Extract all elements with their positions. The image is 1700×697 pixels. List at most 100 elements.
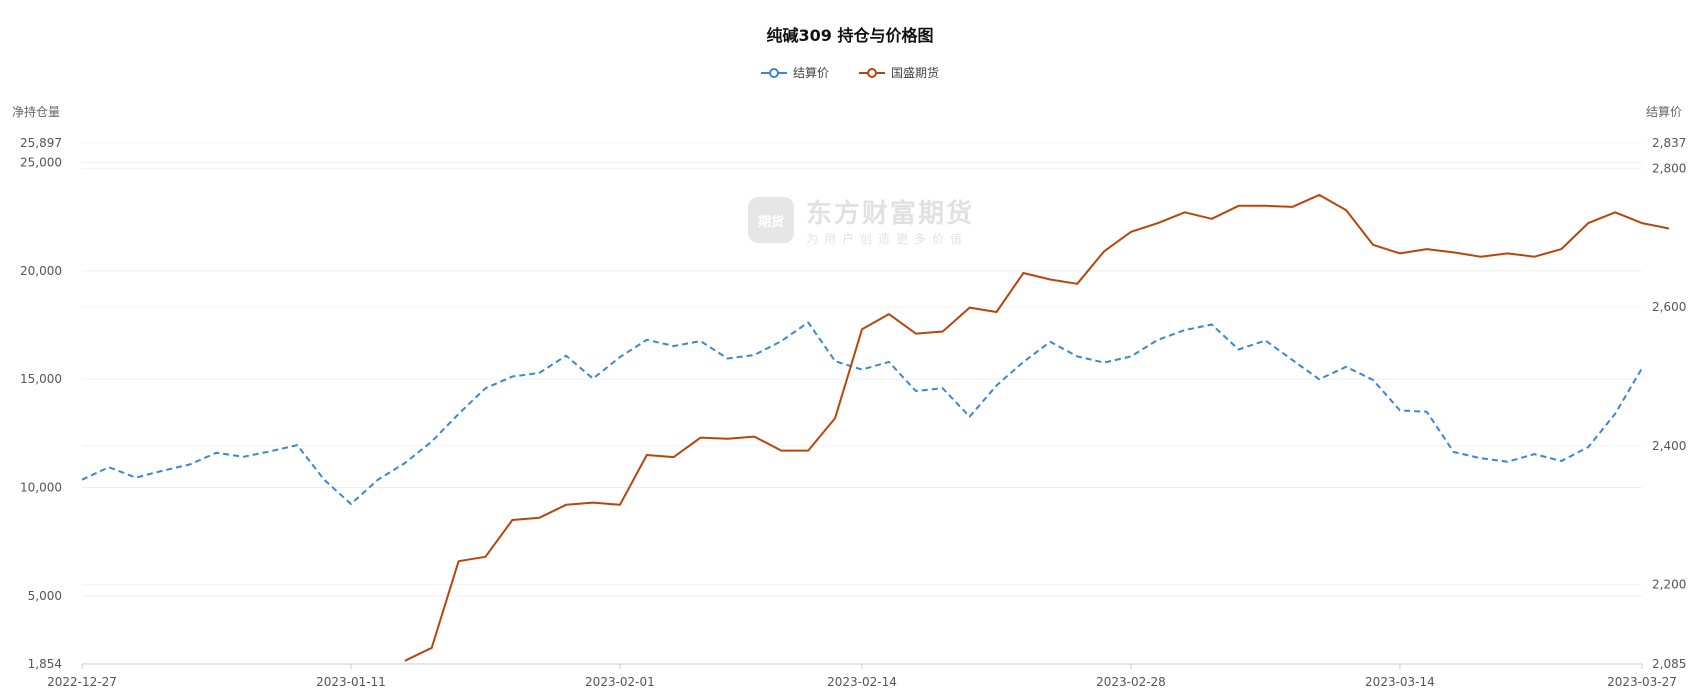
- series-0-point: [107, 465, 111, 469]
- left-tick-label: 15,000: [20, 372, 62, 386]
- right-tick-label: 2,837: [1652, 136, 1686, 150]
- right-tick-label: 2,800: [1652, 162, 1686, 176]
- series-0-point: [1640, 366, 1644, 370]
- series-1-point: [1210, 217, 1214, 221]
- series-0-point: [672, 344, 676, 348]
- left-axis-name: 净持仓量: [12, 104, 60, 119]
- series-1-point: [779, 449, 783, 453]
- left-tick-label: 1,854: [28, 657, 62, 671]
- legend-swatch-guosheng: [859, 67, 885, 78]
- x-tick-label: 2023-03-27: [1607, 675, 1677, 689]
- series-0-point: [80, 478, 84, 482]
- series-0-point: [806, 320, 810, 324]
- x-tick-label: 2023-02-01: [585, 675, 655, 689]
- series-1-point: [1183, 210, 1187, 214]
- series-1-point: [941, 330, 945, 334]
- right-axis-name: 结算价: [1646, 104, 1682, 119]
- series-1-point: [1640, 221, 1644, 225]
- series-0-point: [1156, 338, 1160, 342]
- chart-title: 纯碱309 持仓与价格图: [766, 26, 934, 45]
- series-1-point: [483, 555, 487, 559]
- series-0-point: [510, 375, 514, 379]
- watermark-logo-icon: 期货: [748, 197, 794, 243]
- series-0-point: [752, 353, 756, 357]
- series-1-point: [968, 306, 972, 310]
- series-line-1: [404, 193, 1670, 662]
- series-1-point: [1237, 204, 1241, 208]
- series-0-point: [1290, 358, 1294, 362]
- series-1-point: [1452, 250, 1456, 254]
- left-tick-label: 20,000: [20, 264, 62, 278]
- left-tick-label: 25,000: [20, 155, 62, 169]
- series-0-point: [376, 478, 380, 482]
- left-tick-label: 10,000: [20, 480, 62, 494]
- series-0-point: [457, 412, 461, 416]
- series-0-point: [1048, 340, 1052, 344]
- series-1-point: [1586, 221, 1590, 225]
- left-tick-label: 5,000: [28, 589, 62, 603]
- x-tick-label: 2023-01-11: [316, 675, 386, 689]
- series-0-point: [349, 502, 353, 506]
- series-0-point: [1371, 378, 1375, 382]
- series-1-point: [806, 449, 810, 453]
- x-tick-label: 2023-02-14: [827, 675, 897, 689]
- watermark-slogan: 为用户创造更多价值: [806, 232, 969, 246]
- left-tick-label: 25,897: [20, 136, 62, 150]
- series-1-point: [618, 503, 622, 507]
- series-0-point: [1506, 460, 1510, 464]
- series-1-point: [914, 332, 918, 336]
- right-tick-label: 2,400: [1652, 439, 1686, 453]
- series-1-point: [1613, 210, 1617, 214]
- series-0-point: [1479, 456, 1483, 460]
- series-0-point: [1237, 348, 1241, 352]
- series-layer: [80, 193, 1670, 662]
- series-line-0: [81, 321, 1643, 505]
- series-0-point: [995, 384, 999, 388]
- series-0-point: [1559, 459, 1563, 463]
- series-0-point: [887, 360, 891, 364]
- series-1-point: [1263, 204, 1267, 208]
- series-0-point: [1317, 377, 1321, 381]
- series-1-point: [726, 437, 730, 441]
- series-1-point: [430, 646, 434, 650]
- series-1-point: [1156, 221, 1160, 225]
- series-1-point: [564, 503, 568, 507]
- series-0-point: [1586, 445, 1590, 449]
- series-0-point: [591, 377, 595, 381]
- legend-item-settle[interactable]: 结算价: [760, 64, 829, 81]
- series-0-point: [268, 449, 272, 453]
- series-0-point: [1452, 450, 1456, 454]
- series-1-point: [1075, 282, 1079, 286]
- x-tick-label: 2023-02-28: [1096, 675, 1166, 689]
- right-tick-label: 2,600: [1652, 300, 1686, 314]
- series-1-point: [995, 310, 999, 314]
- axis-layer: 1,854 5,000 10,000 15,000 20,000 25,000 25,897…: [20, 136, 1686, 689]
- series-0-point: [1398, 408, 1402, 412]
- series-1-point: [1102, 249, 1106, 253]
- series-0-point: [430, 440, 434, 444]
- series-1-point: [510, 518, 514, 522]
- series-1-point: [699, 436, 703, 440]
- legend-item-guosheng[interactable]: 国盛期货: [859, 64, 939, 81]
- series-1-point: [1506, 251, 1510, 255]
- legend-swatch-settle: [760, 67, 787, 78]
- series-0-point: [1021, 360, 1025, 364]
- watermark: 期货 东方财富期货 为用户创造更多价值: [748, 193, 974, 247]
- series-1-point: [1532, 255, 1536, 259]
- right-tick-label: 2,200: [1652, 577, 1686, 591]
- series-0-point: [564, 354, 568, 358]
- legend-label-settle: 结算价: [792, 66, 829, 80]
- series-0-point: [860, 368, 864, 372]
- series-1-point: [1344, 208, 1348, 212]
- series-0-point: [726, 357, 730, 361]
- series-0-point: [161, 469, 165, 473]
- series-0-point: [941, 386, 945, 390]
- series-1-point: [537, 516, 541, 520]
- series-1-point: [752, 435, 756, 439]
- series-0-point: [1102, 361, 1106, 365]
- series-0-point: [134, 476, 138, 480]
- series-1-point: [1371, 243, 1375, 247]
- series-0-point: [295, 443, 299, 447]
- watermark-brand: 东方财富期货: [806, 199, 975, 229]
- series-0-point: [1613, 412, 1617, 416]
